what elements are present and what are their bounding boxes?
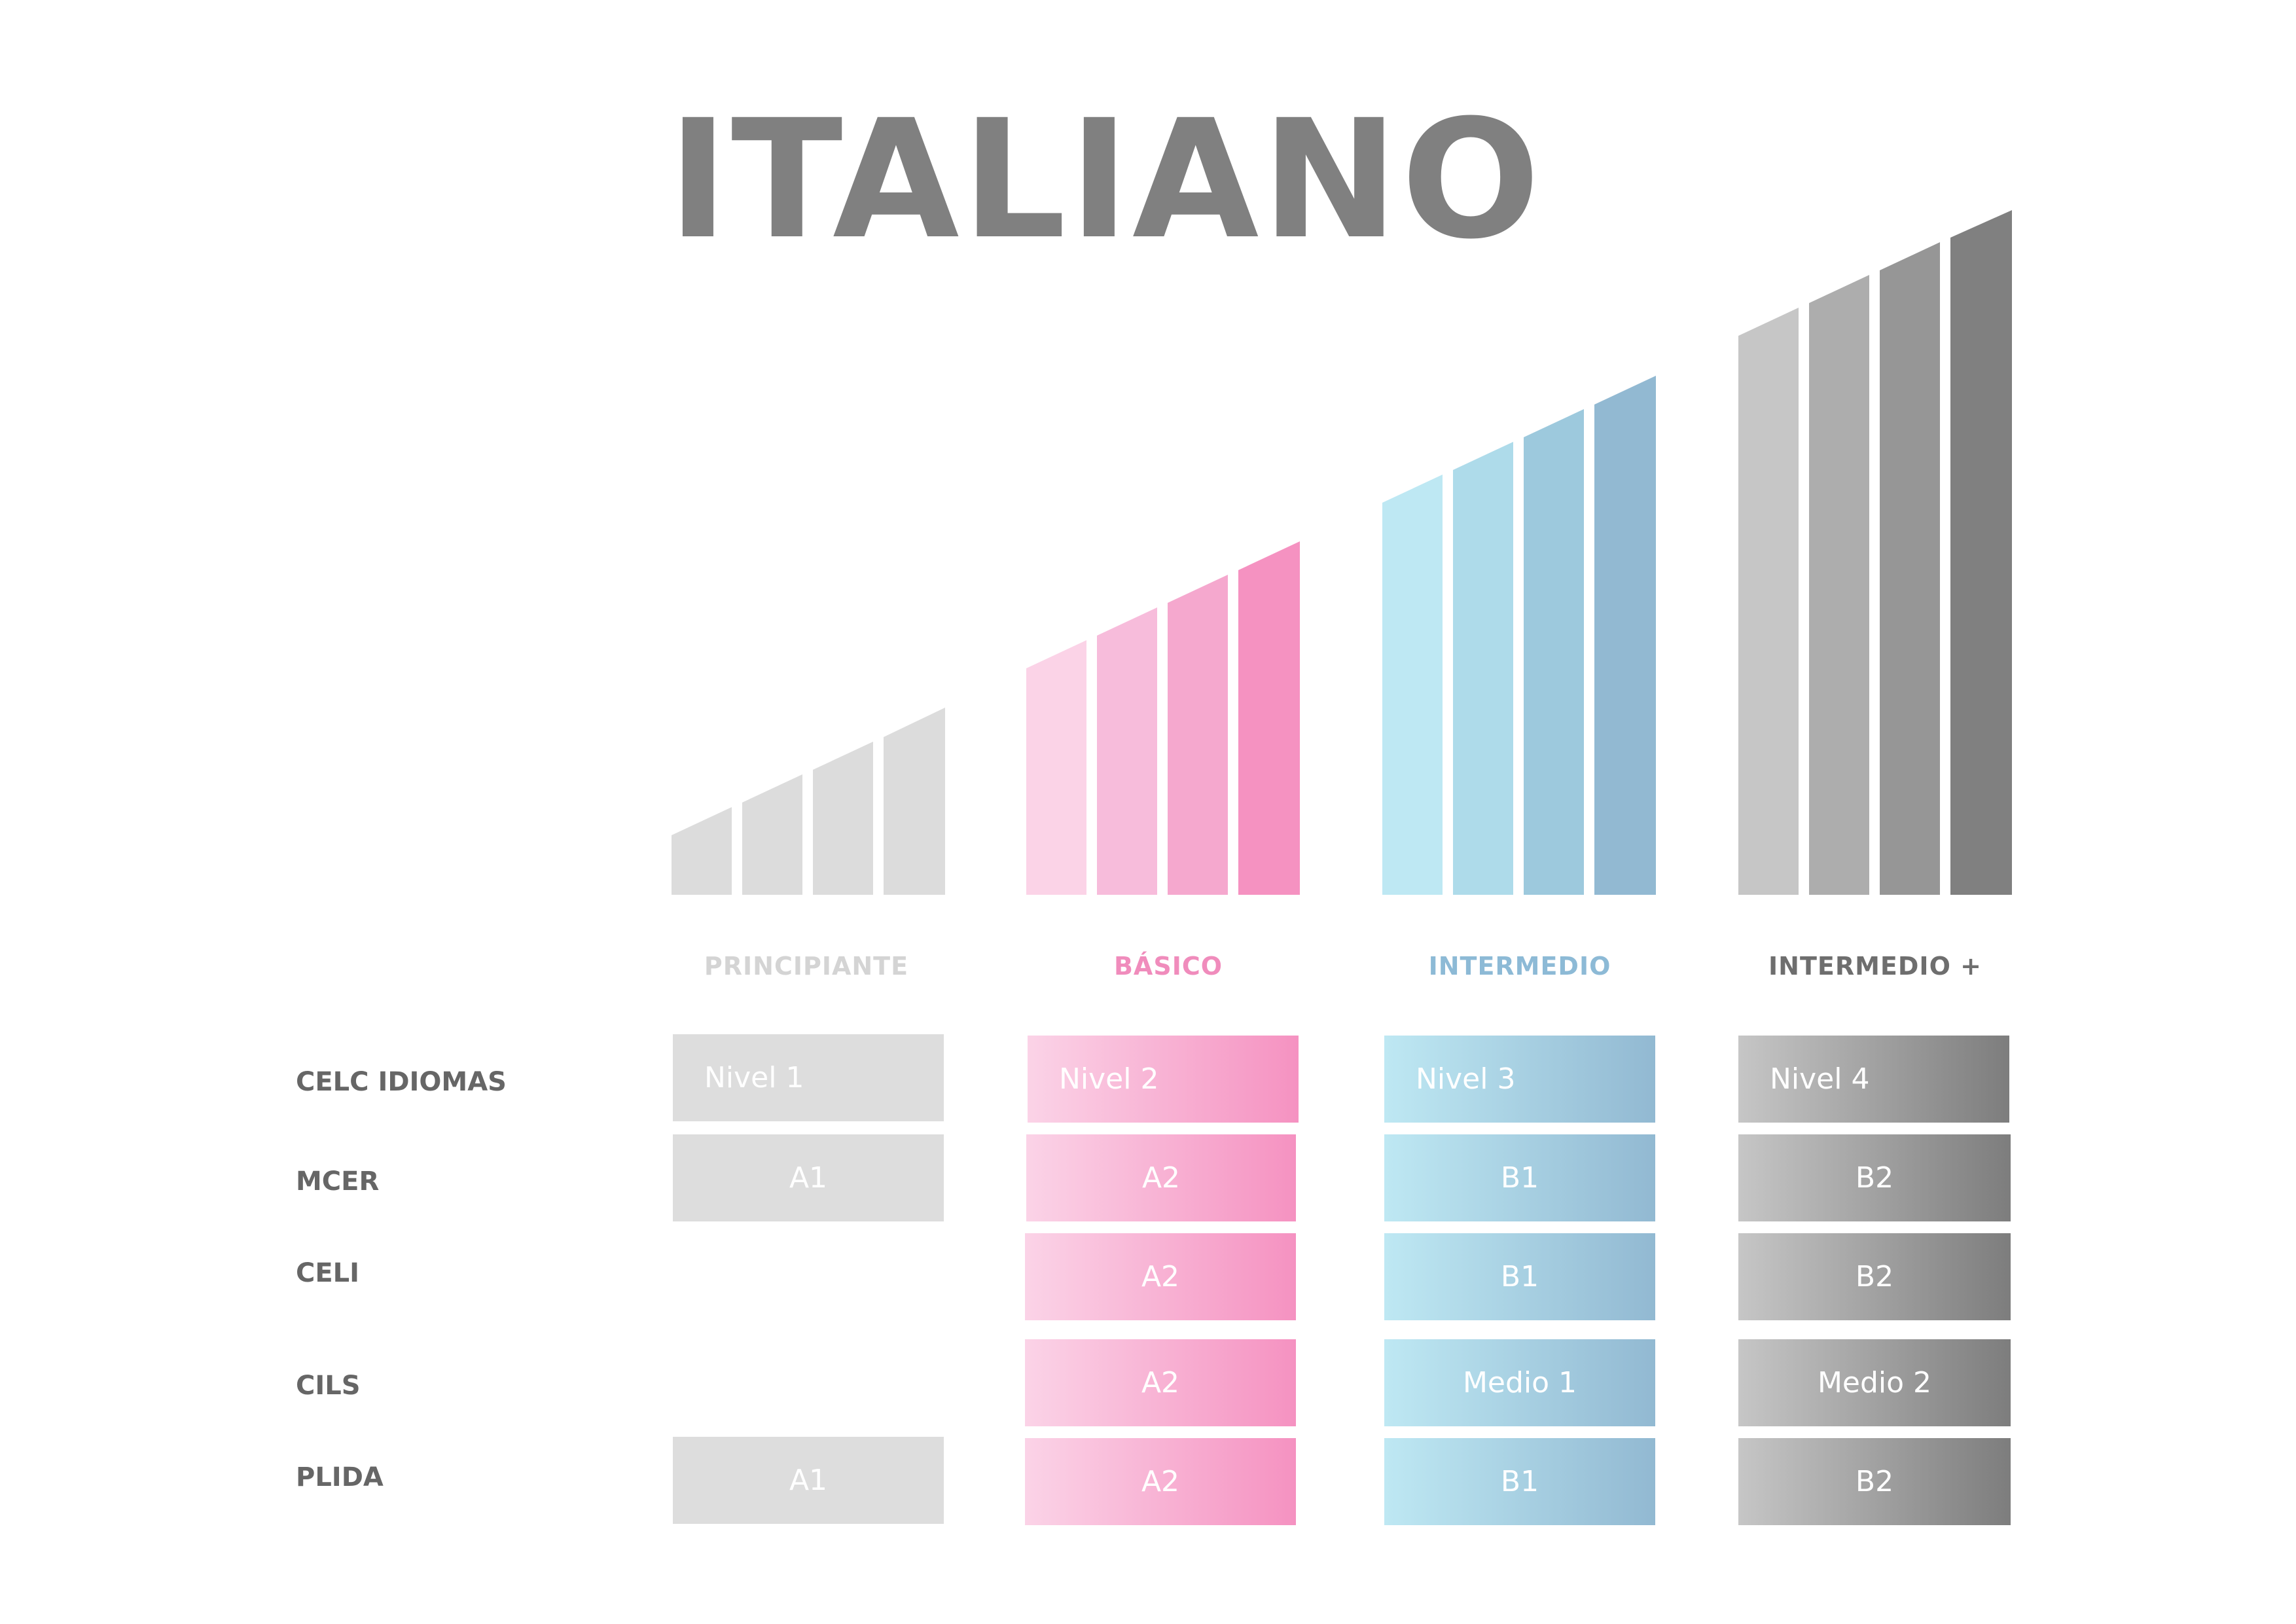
step-bar-intermedio-1 [1382, 475, 1443, 895]
table-cell: B2 [1738, 1233, 2011, 1320]
table-cell: Nivel 1 [673, 1034, 944, 1121]
step-bar-principiante-4 [884, 708, 945, 895]
table-cell: B1 [1384, 1438, 1655, 1525]
step-bar-intermedio-plus-4 [1950, 210, 2012, 895]
step-bar-principiante-2 [742, 774, 802, 895]
step-bar-intermedio-plus-1 [1738, 308, 1799, 895]
table-cell: B2 [1738, 1134, 2011, 1221]
row-label-cils: CILS [296, 1371, 361, 1401]
table-cell: Nivel 2 [1028, 1036, 1299, 1123]
table-cell: A2 [1025, 1233, 1296, 1320]
step-bar-basico-3 [1168, 575, 1228, 895]
table-cell: A1 [673, 1134, 944, 1221]
table-cell: A2 [1026, 1134, 1296, 1221]
table-cell: Nivel 4 [1738, 1036, 2009, 1123]
level-label-intermedio: INTERMEDIO [1428, 952, 1611, 981]
table-cell: B1 [1384, 1134, 1655, 1221]
table-cell: A2 [1025, 1438, 1296, 1525]
step-bar-intermedio-plus-3 [1880, 242, 1940, 895]
table-cell: A2 [1025, 1339, 1296, 1426]
step-bar-intermedio-3 [1524, 409, 1584, 895]
step-bar-principiante-3 [813, 742, 873, 895]
table-cell: B1 [1384, 1233, 1655, 1320]
table-cell: B2 [1738, 1438, 2011, 1525]
level-label-intermedio-plus: INTERMEDIO + [1768, 952, 1982, 981]
level-label-basico: BÁSICO [1113, 952, 1223, 981]
page-title: ITALIANO [668, 84, 1543, 275]
row-label-celc-idiomas: CELC IDIOMAS [296, 1067, 507, 1097]
step-bar-intermedio-2 [1453, 442, 1513, 895]
step-bar-principiante-1 [672, 807, 732, 895]
row-label-plida: PLIDA [296, 1462, 384, 1492]
step-bar-intermedio-4 [1594, 376, 1656, 895]
level-label-principiante: PRINCIPIANTE [704, 952, 909, 981]
row-label-mcer: MCER [296, 1166, 380, 1197]
step-bar-basico-2 [1097, 607, 1157, 895]
row-label-celi: CELI [296, 1258, 360, 1288]
step-bar-intermedio-plus-2 [1809, 275, 1869, 895]
table-cell: Medio 1 [1384, 1339, 1655, 1426]
step-bar-basico-4 [1238, 541, 1300, 895]
table-cell: Medio 2 [1738, 1339, 2011, 1426]
table-cell: A1 [673, 1437, 944, 1524]
step-bar-basico-1 [1026, 640, 1086, 895]
table-cell: Nivel 3 [1384, 1036, 1655, 1123]
